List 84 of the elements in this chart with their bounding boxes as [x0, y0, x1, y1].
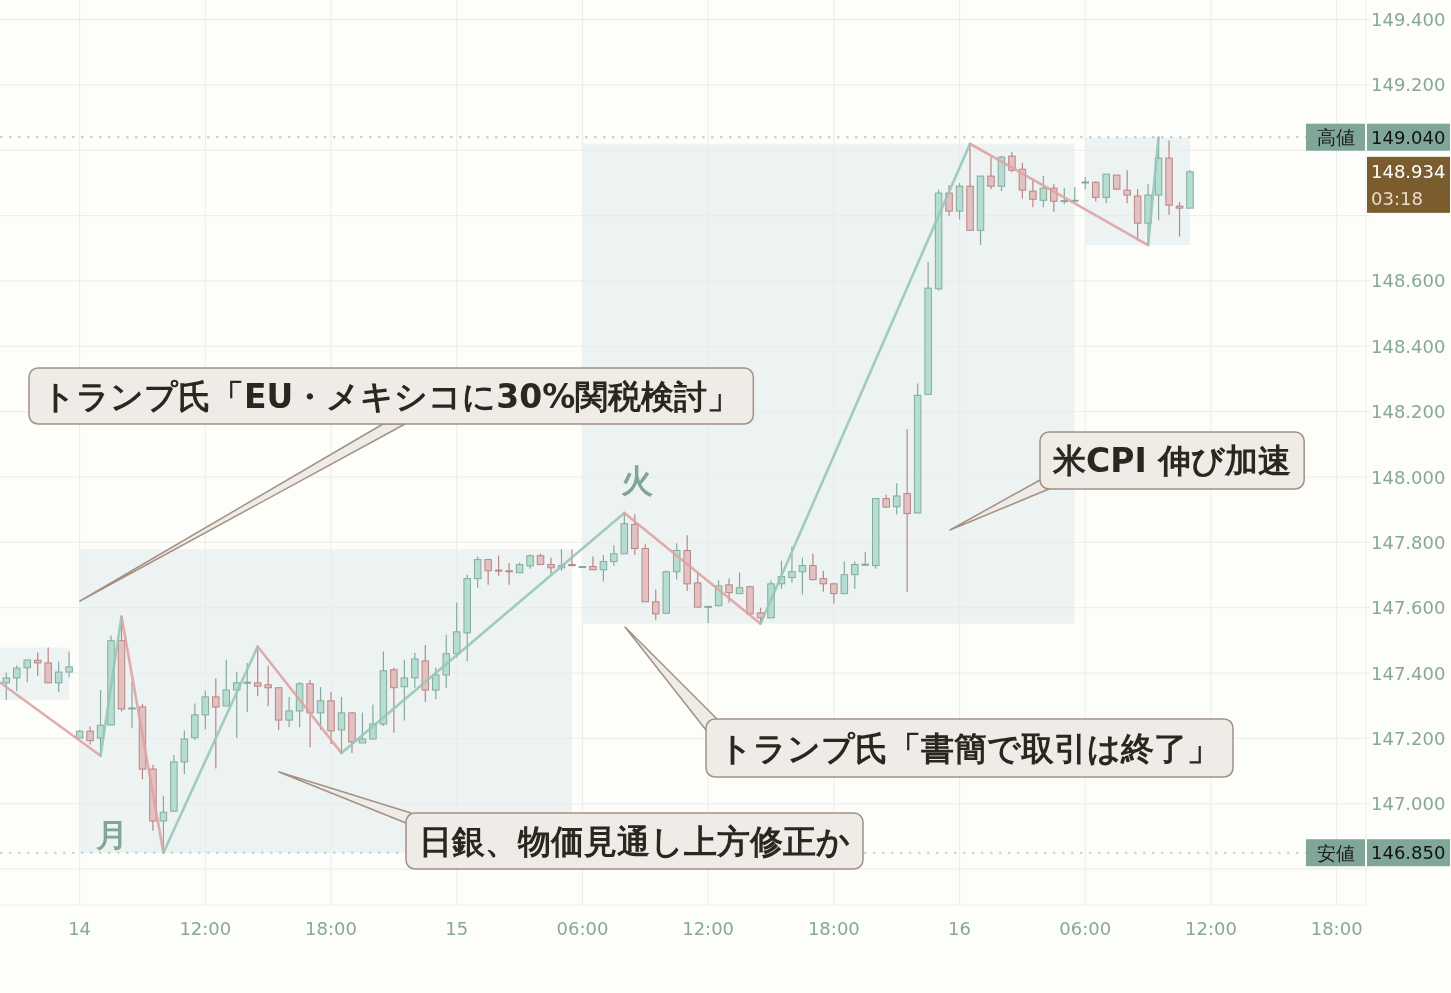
annotation: 月	[95, 816, 128, 854]
text: 03:18	[1371, 188, 1423, 210]
candlestick	[735, 571, 744, 595]
candlestick	[725, 578, 733, 604]
candlestick	[128, 680, 136, 729]
y-tick-label: 147.000	[1371, 793, 1446, 815]
candlestick	[987, 156, 995, 190]
x-tick-label: 12:00	[179, 917, 232, 939]
candlestick	[599, 554, 608, 583]
candlestick	[809, 553, 817, 582]
candlestick	[358, 711, 367, 744]
candlestick	[432, 667, 440, 700]
candlestick	[1175, 201, 1184, 238]
text: 148.934	[1371, 161, 1446, 183]
annotation: トランプ氏「EU・メキシコに30%関税検討」	[42, 376, 741, 416]
x-tick-label: 18:00	[807, 917, 860, 939]
candlestick	[201, 690, 210, 730]
candlestick	[1123, 169, 1131, 204]
y-tick-label: 149.200	[1371, 74, 1446, 96]
candlestick	[316, 686, 325, 731]
candlestick	[704, 605, 712, 624]
candlestick	[285, 696, 293, 728]
x-tick-label: 16	[948, 917, 972, 939]
candlestick	[1102, 173, 1110, 204]
y-tick-label: 147.200	[1371, 727, 1446, 749]
candlestick	[33, 651, 42, 677]
y-tick-label: 147.800	[1371, 531, 1446, 553]
candlestick	[452, 601, 461, 659]
candlestick	[819, 570, 828, 593]
candlestick	[892, 482, 901, 516]
y-tick-label: 147.600	[1371, 597, 1446, 619]
candlestick	[903, 428, 911, 593]
candlestick	[484, 558, 492, 586]
candlestick	[222, 659, 231, 707]
annotation: トランプ氏「書簡で取引は終了」	[719, 728, 1220, 768]
candlestick	[547, 557, 555, 575]
candlestick	[1039, 175, 1048, 208]
candlestick	[1091, 180, 1100, 202]
x-tick-label: 12:00	[682, 917, 735, 939]
x-tick-label: 12:00	[1185, 917, 1237, 939]
candlestick	[243, 662, 251, 713]
ref-line-label: 高値	[1316, 126, 1355, 149]
candlestick	[65, 650, 73, 678]
candlestick	[505, 562, 513, 586]
x-tick-label: 06:00	[556, 917, 609, 939]
ref-line-label: 安値	[1316, 841, 1355, 864]
annotation: 日銀、物価見通し上方修正か	[419, 821, 850, 861]
y-tick-label: 148.000	[1371, 466, 1446, 488]
candlestick	[473, 555, 482, 589]
candlestick	[54, 661, 63, 693]
candlestick	[191, 702, 199, 741]
x-tick-label: 15	[445, 917, 469, 939]
candlestick	[212, 677, 220, 770]
x-tick-label: 14	[68, 917, 92, 939]
candlestick	[44, 646, 52, 684]
candlestick	[589, 555, 597, 571]
x-tick-label: 18:00	[305, 917, 357, 939]
y-tick-label: 148.200	[1371, 401, 1446, 423]
candlestick	[411, 652, 419, 689]
x-tick-label: 06:00	[1059, 917, 1112, 939]
candlestick	[840, 561, 849, 595]
y-tick-label: 149.400	[1371, 9, 1446, 31]
candlestick	[652, 588, 660, 621]
candlestick	[494, 554, 503, 577]
candlestick	[390, 667, 398, 734]
y-tick-label: 147.400	[1371, 662, 1446, 684]
candlestick	[788, 545, 796, 584]
candlestick	[798, 557, 807, 596]
annotation: 米CPI 伸び加速	[1052, 441, 1292, 480]
candlestick	[2, 671, 11, 701]
candlestick	[23, 659, 31, 683]
x-tick-label: 18:00	[1310, 917, 1363, 939]
candlestick	[337, 696, 346, 754]
candlestick	[610, 544, 618, 567]
annotation: 火	[621, 462, 653, 500]
candlestick	[1029, 178, 1037, 208]
candlestick	[264, 664, 272, 707]
y-tick-label: 148.400	[1371, 335, 1446, 357]
y-tick-label: 148.600	[1371, 270, 1446, 292]
candlestick	[400, 659, 409, 722]
candlestick	[13, 664, 21, 692]
candlestick	[851, 561, 859, 590]
candlestick	[568, 548, 576, 568]
candlestick	[180, 729, 189, 775]
